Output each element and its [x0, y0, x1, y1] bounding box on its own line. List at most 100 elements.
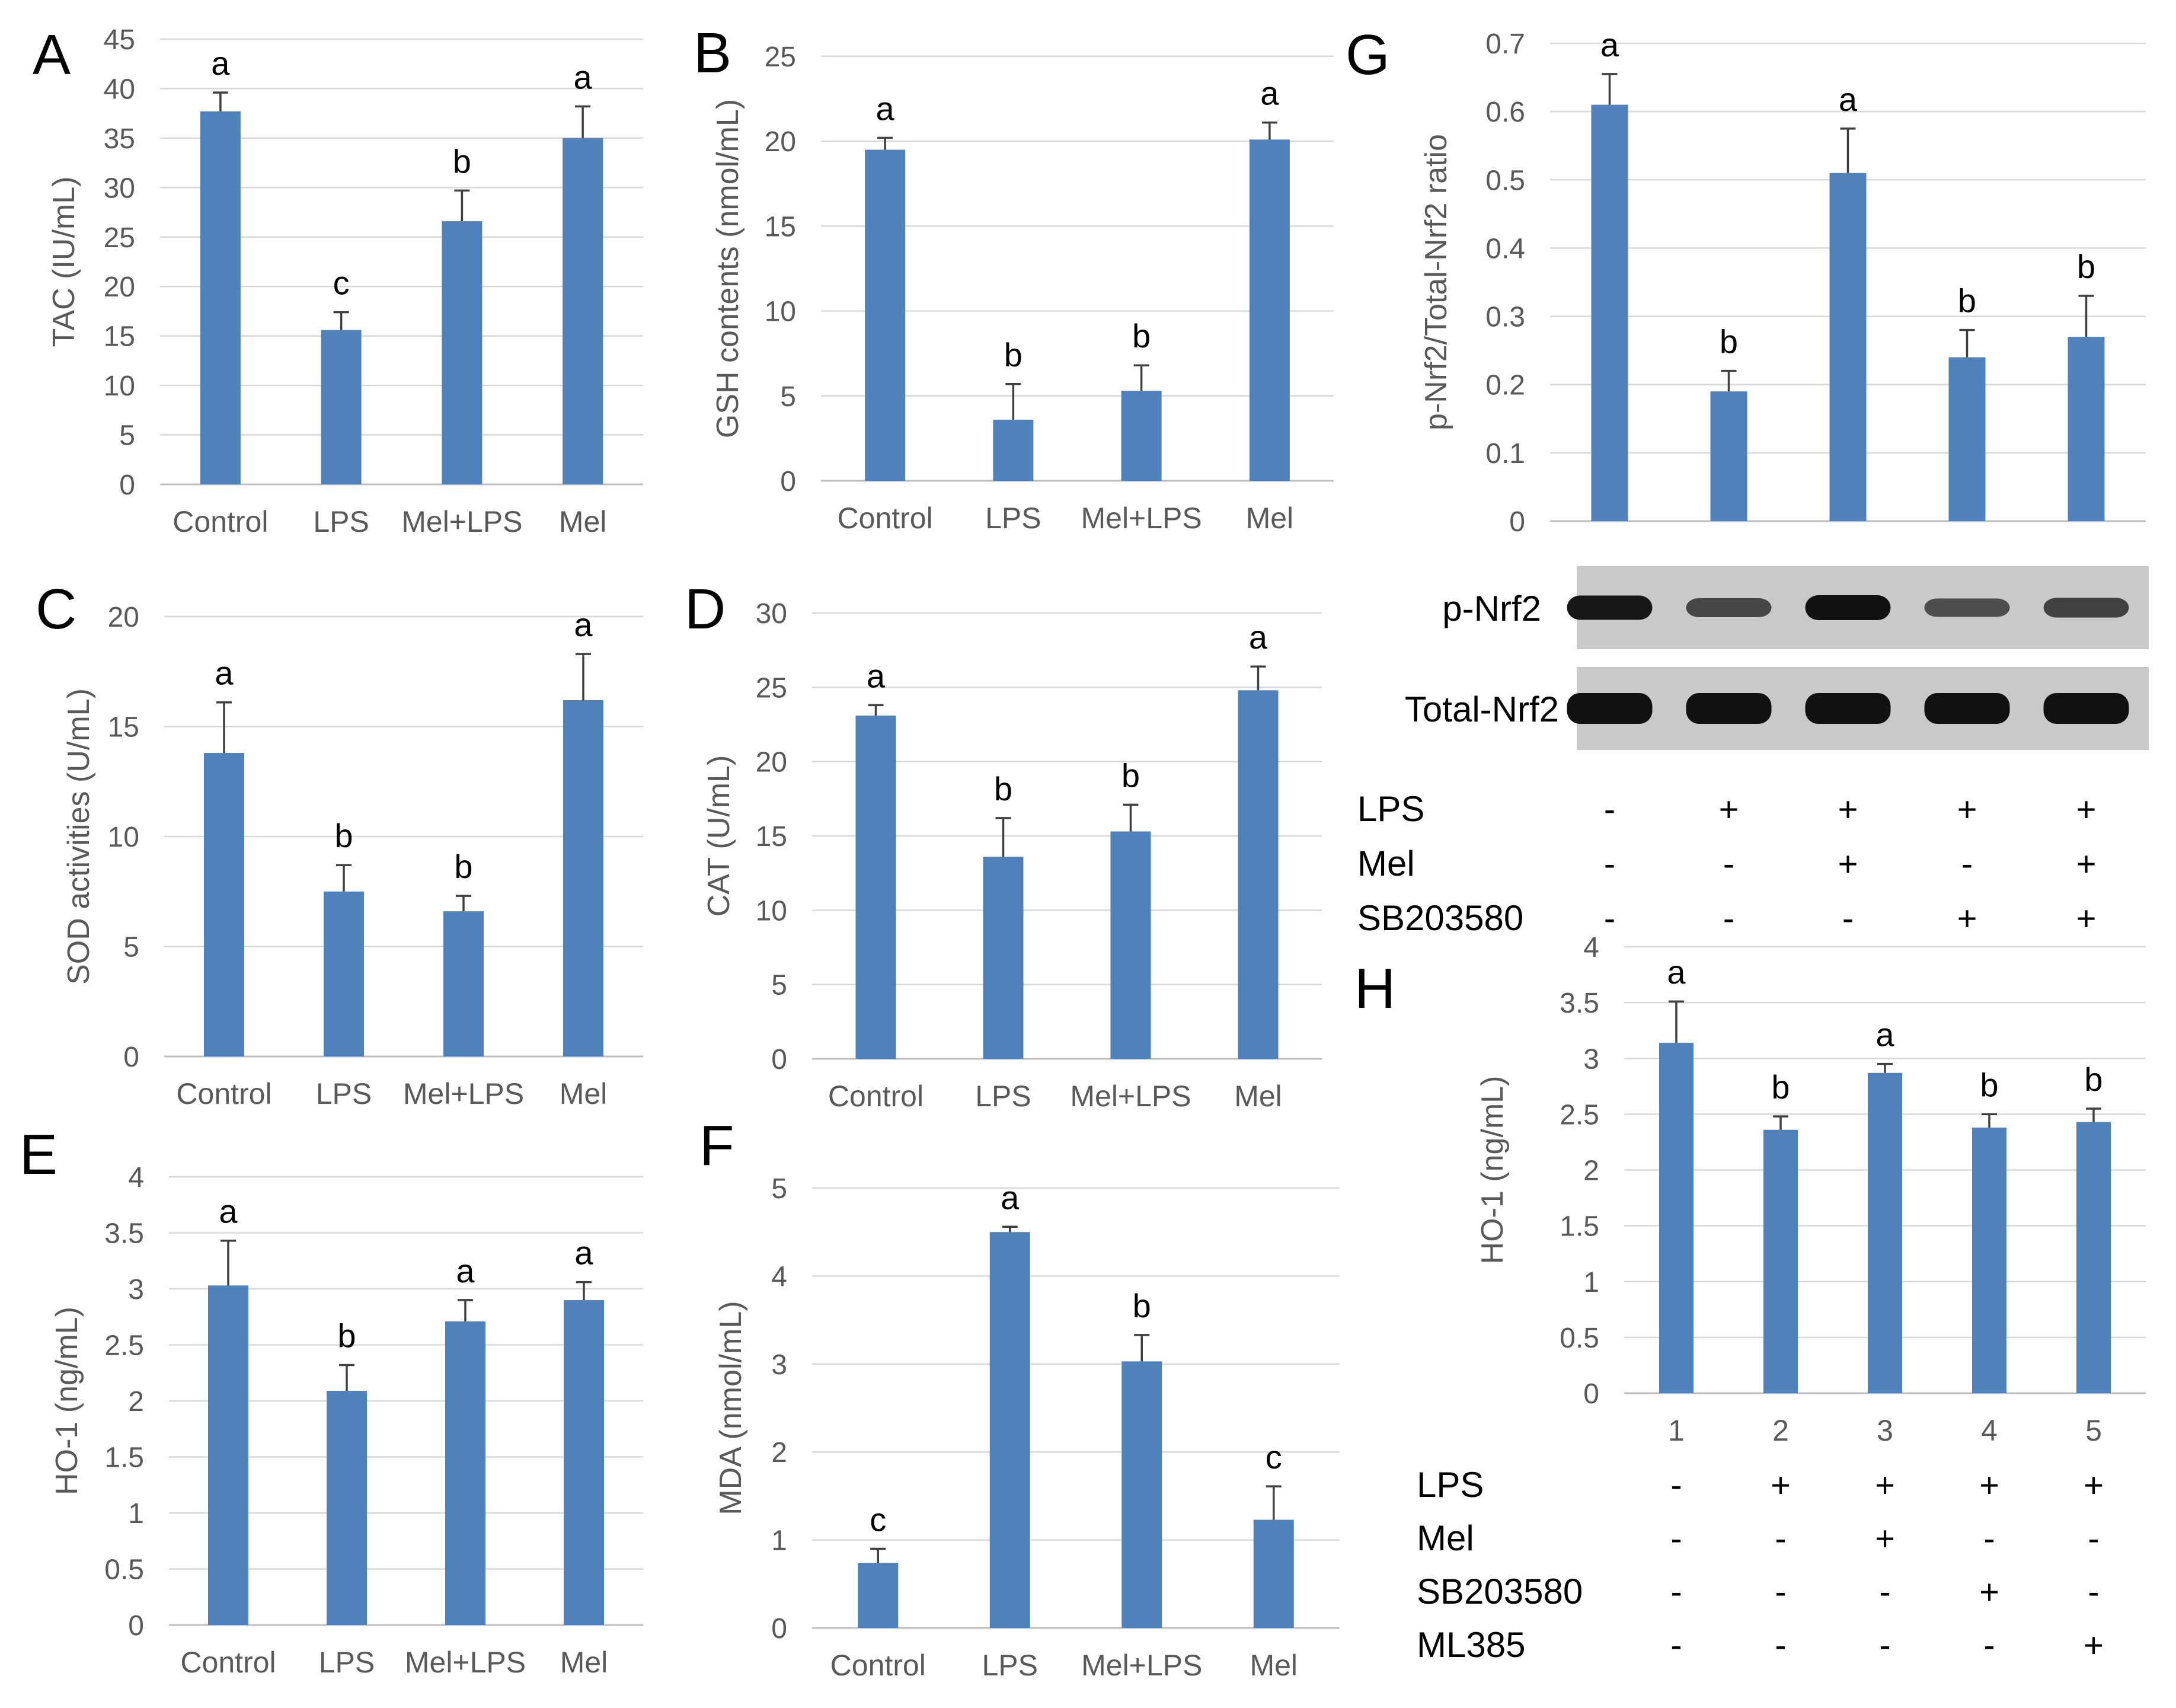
- western-blot: p-Nrf2 Total-Nrf2: [1405, 566, 2149, 750]
- treatment-sign: -: [1723, 899, 1734, 938]
- panel-f: 0 1 2 3 4 5 c Control a LPS b Mel+LPS c Mel MDA (nmol/…: [699, 1114, 1340, 1682]
- treatment-sign: +: [1875, 1519, 1895, 1558]
- category-label: Mel+LPS: [1070, 1080, 1191, 1113]
- treatment-sign: -: [1604, 899, 1615, 938]
- blot-band: [1686, 693, 1772, 724]
- significance-letter: b: [1720, 323, 1738, 360]
- significance-letter: b: [1132, 317, 1151, 355]
- treatment-sign: +: [1875, 1466, 1895, 1505]
- category-label: Mel+LPS: [405, 1646, 526, 1679]
- y-tick-label: 2.5: [1560, 1099, 1599, 1131]
- y-tick-label: 0: [1583, 1378, 1599, 1410]
- blot-row-label: Total-Nrf2: [1405, 689, 1559, 729]
- category-label: Mel: [560, 1646, 608, 1679]
- y-tick-label: 2.5: [104, 1330, 144, 1362]
- y-tick-label: 0.6: [1485, 97, 1525, 128]
- significance-letter: a: [1600, 26, 1619, 63]
- bar: [1110, 831, 1151, 1059]
- treatment-sign: +: [2076, 845, 2097, 883]
- significance-letter: b: [1004, 336, 1023, 373]
- treatment-sign: -: [1670, 1626, 1682, 1665]
- y-tick-label: 1: [1583, 1267, 1599, 1298]
- category-label: Mel: [1246, 502, 1294, 535]
- treatment-sign: -: [1775, 1626, 1786, 1665]
- y-tick-label: 15: [108, 712, 139, 743]
- bar: [1829, 173, 1867, 521]
- blot-band: [1686, 598, 1772, 618]
- treatment-label: SB203580: [1417, 1572, 1583, 1611]
- panel-c: 0 5 10 15 20 a Control b LPS b Mel+LPS a Mel SOD acti…: [36, 577, 643, 1110]
- y-tick-label: 5: [123, 932, 139, 963]
- significance-letter: a: [574, 606, 593, 643]
- treatment-sign: -: [1723, 845, 1734, 883]
- y-axis-title: MDA (nmol/mL): [714, 1301, 748, 1515]
- y-tick-label: 0.2: [1485, 370, 1525, 401]
- y-tick-label: 0.5: [104, 1554, 144, 1586]
- significance-letter: a: [1249, 618, 1268, 656]
- treatment-sign: +: [1979, 1573, 1999, 1611]
- y-tick-label: 5: [771, 1173, 787, 1205]
- bar: [1763, 1129, 1798, 1393]
- treatment-sign: +: [1979, 1466, 1999, 1505]
- y-tick-label: 20: [765, 126, 796, 158]
- y-tick-label: 20: [108, 602, 139, 633]
- y-tick-label: 4: [1583, 932, 1599, 963]
- y-tick-label: 15: [765, 211, 796, 242]
- bar: [2068, 337, 2105, 521]
- treatment-sign: -: [1879, 1626, 1890, 1665]
- y-tick-label: 4: [128, 1162, 144, 1193]
- significance-letter: b: [454, 848, 472, 885]
- category-label: Mel+LPS: [403, 1077, 524, 1110]
- treatment-sign: -: [1983, 1626, 1995, 1665]
- treatment-sign: +: [1957, 899, 1977, 938]
- panel-letter: C: [36, 577, 76, 641]
- treatment-sign: -: [1775, 1573, 1786, 1611]
- bar: [1253, 1519, 1294, 1628]
- bar: [1948, 357, 1986, 521]
- panel-letter: B: [694, 21, 731, 85]
- treatment-table-h: LPS - + + + + Mel - - + - - SB203580 - - - + - ML385 - - - - +: [1417, 1465, 2104, 1665]
- panel-h: 0 0.5 1 1.5 2 2.5 3 3.5 4 a 1 b 2 a 3 b 4 b 5 HO-1 (ng/mL) H: [1354, 932, 2146, 1447]
- y-tick-label: 0.4: [1485, 233, 1525, 264]
- y-axis-title: TAC (IU/mL): [47, 177, 81, 347]
- blot-band: [1567, 693, 1653, 724]
- treatment-sign: -: [1961, 845, 1973, 883]
- significance-letter: a: [1667, 953, 1686, 991]
- significance-letter: c: [333, 264, 350, 302]
- y-axis-title: SOD activities (U/mL): [62, 688, 96, 985]
- category-label: Mel+LPS: [1081, 1649, 1202, 1682]
- y-tick-label: 0: [1509, 506, 1525, 538]
- category-label: Mel+LPS: [401, 505, 522, 538]
- y-axis-title: GSH contents (nmol/mL): [711, 99, 745, 438]
- treatment-table-g: LPS - + + + + Mel - - + - + SB203580 - - - + +: [1357, 789, 2096, 938]
- bar: [1710, 391, 1747, 521]
- blot-band: [2043, 693, 2129, 724]
- y-tick-label: 2: [1583, 1155, 1599, 1187]
- category-label: Mel+LPS: [1081, 502, 1202, 535]
- y-tick-label: 20: [756, 747, 787, 778]
- bar: [993, 419, 1034, 481]
- significance-letter: a: [574, 1234, 593, 1272]
- bar: [445, 1321, 485, 1625]
- significance-letter: b: [453, 142, 471, 180]
- panel-letter: E: [20, 1123, 57, 1186]
- y-tick-label: 0: [123, 1042, 139, 1073]
- treatment-label: Mel: [1357, 844, 1415, 883]
- significance-letter: a: [1001, 1179, 1020, 1216]
- y-tick-label: 0.1: [1485, 438, 1525, 470]
- category-label: Mel: [1250, 1649, 1298, 1682]
- category-label: LPS: [985, 502, 1041, 535]
- category-label: Control: [838, 502, 933, 535]
- y-tick-label: 30: [756, 598, 787, 630]
- significance-letter: a: [215, 655, 234, 692]
- y-tick-label: 0.5: [1560, 1323, 1599, 1354]
- category-label: LPS: [316, 1077, 372, 1110]
- significance-letter: b: [1980, 1066, 1998, 1103]
- y-axis-title: p-Nrf2/Total-Nrf2 ratio: [1419, 134, 1453, 430]
- significance-letter: b: [2077, 248, 2095, 285]
- y-tick-label: 35: [104, 123, 135, 155]
- y-tick-label: 1.5: [104, 1442, 144, 1474]
- bar: [1591, 104, 1628, 522]
- bar: [865, 149, 906, 481]
